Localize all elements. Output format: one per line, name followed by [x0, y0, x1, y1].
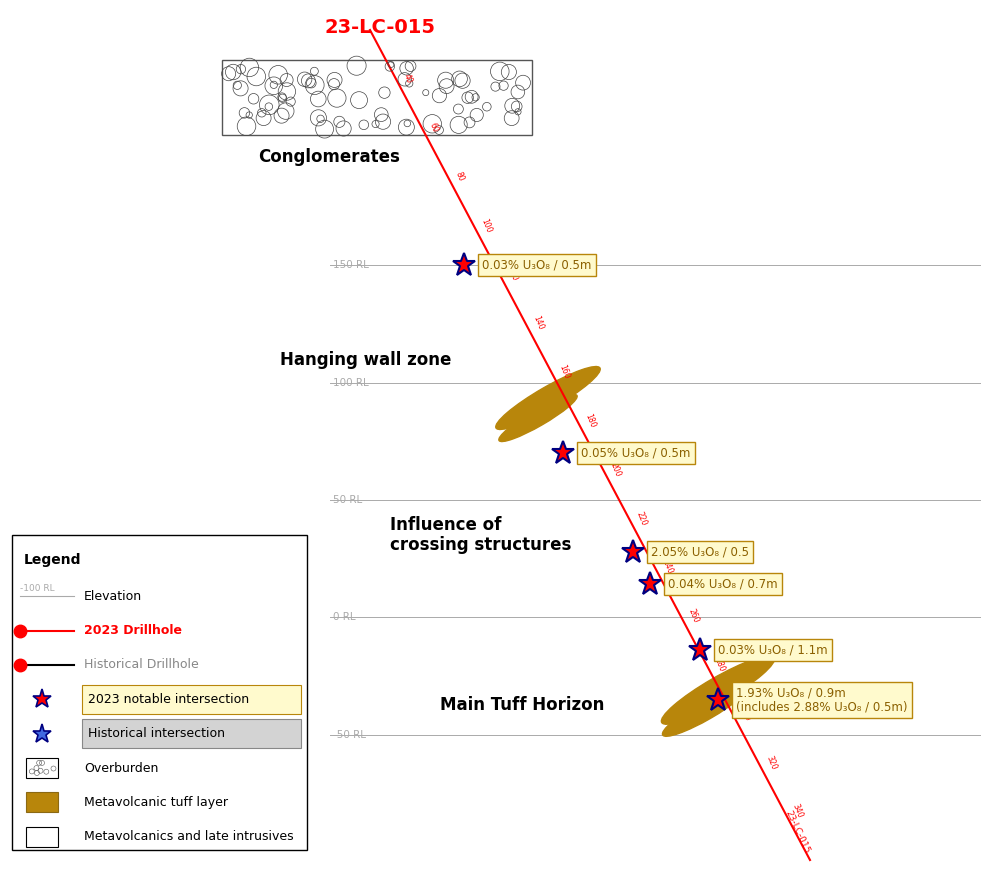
Text: 0.03% U₃O₈ / 0.5m: 0.03% U₃O₈ / 0.5m: [481, 259, 591, 271]
Text: Conglomerates: Conglomerates: [258, 148, 399, 166]
Text: Hanging wall zone: Hanging wall zone: [280, 351, 451, 369]
Text: 120: 120: [505, 266, 519, 283]
Text: 320: 320: [763, 754, 777, 771]
Text: 0.05% U₃O₈ / 0.5m: 0.05% U₃O₈ / 0.5m: [581, 447, 690, 459]
Text: Metavolcanic tuff layer: Metavolcanic tuff layer: [84, 796, 228, 809]
Ellipse shape: [662, 683, 749, 736]
Text: 300: 300: [737, 705, 751, 722]
Ellipse shape: [498, 395, 577, 442]
Text: 2023 Drillhole: 2023 Drillhole: [84, 624, 182, 637]
Text: 220: 220: [634, 509, 648, 526]
Text: 50 RL: 50 RL: [333, 495, 362, 505]
Text: 240: 240: [660, 559, 674, 576]
Bar: [222, 60, 532, 135]
Text: Historical Drillhole: Historical Drillhole: [84, 659, 199, 671]
Bar: [26, 758, 58, 778]
Text: Overburden: Overburden: [84, 761, 158, 774]
Bar: [26, 826, 58, 847]
Text: Influence of
crossing structures: Influence of crossing structures: [389, 516, 571, 555]
Text: 60: 60: [427, 122, 439, 134]
Text: 200: 200: [609, 461, 622, 478]
Bar: [12, 535, 307, 850]
Text: 0.03% U₃O₈ / 1.1m: 0.03% U₃O₈ / 1.1m: [717, 644, 826, 656]
Text: 340: 340: [789, 803, 803, 819]
Text: Main Tuff Horizon: Main Tuff Horizon: [439, 696, 604, 714]
Text: 0 RL: 0 RL: [333, 612, 355, 622]
Ellipse shape: [495, 366, 600, 429]
Text: 180: 180: [583, 412, 596, 429]
Text: 260: 260: [686, 608, 700, 624]
Text: Legend: Legend: [24, 553, 81, 567]
Text: 40: 40: [401, 72, 413, 85]
Text: 2.05% U₃O₈ / 0.5: 2.05% U₃O₈ / 0.5: [650, 546, 748, 559]
Text: -100 RL: -100 RL: [20, 585, 54, 593]
Ellipse shape: [661, 656, 774, 724]
Text: 100: 100: [479, 217, 492, 234]
Text: Historical intersection: Historical intersection: [88, 728, 225, 740]
Text: 2023 notable intersection: 2023 notable intersection: [88, 693, 249, 706]
Text: 280: 280: [712, 656, 725, 673]
Text: 140: 140: [531, 314, 545, 331]
Text: 160: 160: [557, 364, 571, 381]
Text: 150 RL: 150 RL: [333, 260, 368, 270]
Text: 23-LC-015: 23-LC-015: [782, 809, 810, 855]
Text: 1.93% U₃O₈ / 0.9m
(includes 2.88% U₃O₈ / 0.5m): 1.93% U₃O₈ / 0.9m (includes 2.88% U₃O₈ /…: [735, 686, 907, 714]
Bar: [82, 720, 301, 748]
Text: -50 RL: -50 RL: [333, 730, 366, 740]
Text: 0.04% U₃O₈ / 0.7m: 0.04% U₃O₈ / 0.7m: [667, 577, 777, 591]
Text: 100 RL: 100 RL: [333, 378, 368, 388]
Bar: [82, 685, 301, 713]
Text: Elevation: Elevation: [84, 590, 142, 603]
Text: Metavolcanics and late intrusives: Metavolcanics and late intrusives: [84, 830, 293, 843]
Bar: [26, 792, 58, 812]
Text: 23-LC-015: 23-LC-015: [324, 18, 435, 37]
Text: 80: 80: [453, 170, 465, 183]
